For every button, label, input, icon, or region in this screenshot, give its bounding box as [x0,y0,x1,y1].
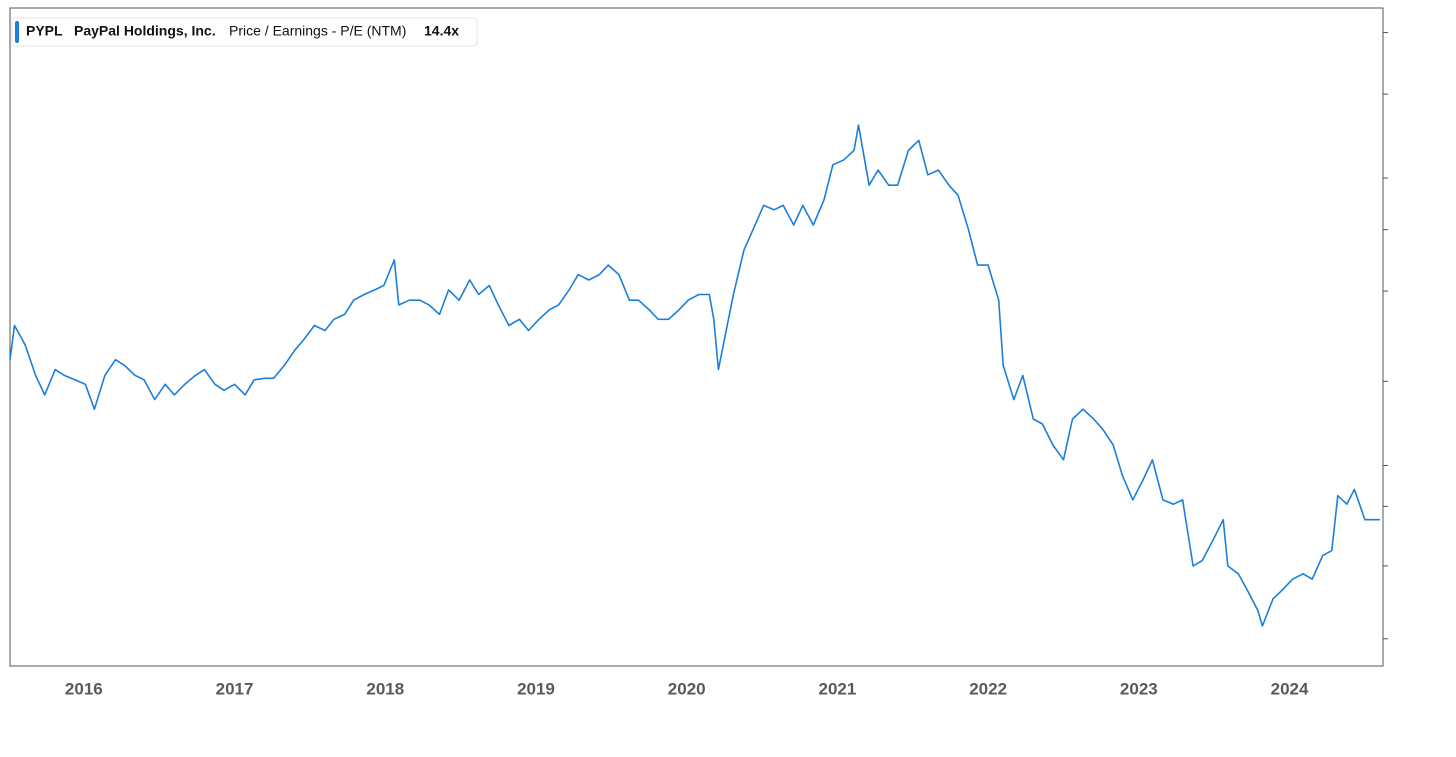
legend-metric: Price / Earnings - P/E (NTM) [229,23,406,39]
legend-latest: 14.4x [424,23,459,39]
x-tick-label: 2020 [668,679,706,698]
plot-frame [9,7,1384,667]
x-tick-label: 2021 [819,679,857,698]
legend-ticker: PYPL [26,23,63,39]
x-tick-label: 2016 [65,679,103,698]
x-tick-label: 2023 [1120,679,1158,698]
x-tick-label: 2022 [969,679,1007,698]
x-tick-label: 2024 [1271,679,1309,698]
legend-swatch [15,21,19,43]
legend-company: PayPal Holdings, Inc. [74,23,216,39]
data-line [9,124,1380,627]
x-tick-label: 2017 [216,679,254,698]
legend-box [11,17,478,47]
x-tick-label: 2018 [366,679,404,698]
x-tick-label: 2019 [517,679,555,698]
